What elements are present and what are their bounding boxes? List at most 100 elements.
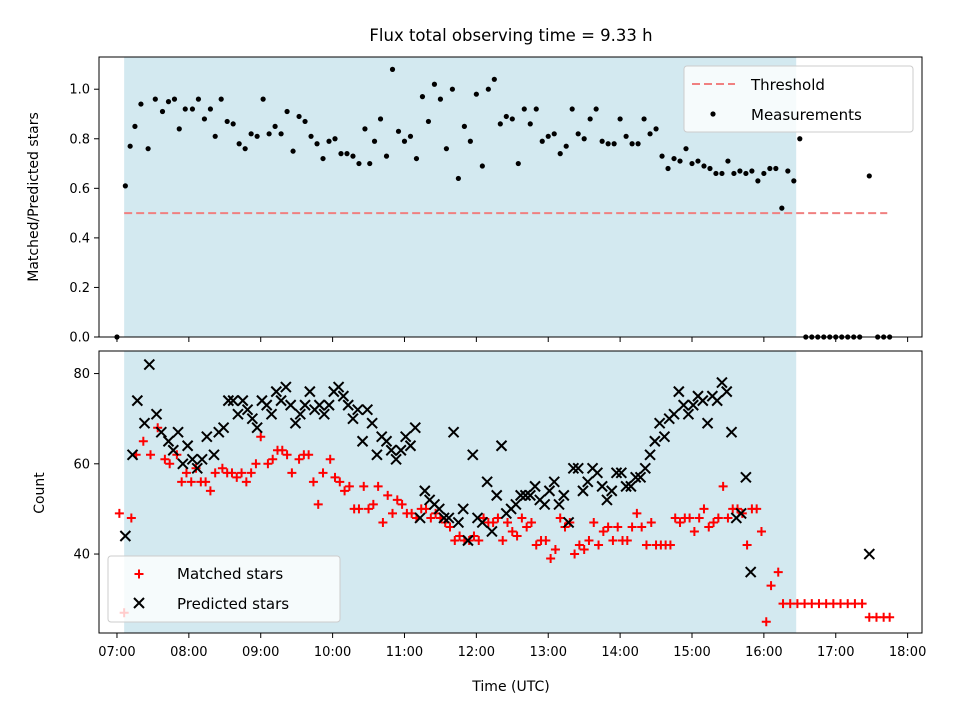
predicted-star-point	[668, 408, 680, 420]
predicted-star-point	[143, 358, 156, 371]
matched-star-point	[210, 468, 220, 478]
predicted-star-point	[452, 516, 465, 529]
predicted-star-point	[419, 485, 431, 497]
matched-star-point	[646, 517, 656, 527]
measurement-point	[527, 121, 533, 127]
axes-frame	[98, 350, 923, 634]
matched-star-point	[383, 490, 393, 500]
matched-star-point	[138, 436, 148, 446]
y-tick-label: 60	[73, 457, 90, 472]
measurement-point	[266, 131, 272, 137]
predicted-star-point	[673, 385, 685, 398]
matched-star-point	[126, 513, 136, 523]
predicted-star-point	[167, 444, 179, 456]
predicted-star-point	[606, 485, 618, 497]
predicted-star-point	[548, 476, 560, 488]
matched-star-point	[541, 536, 551, 546]
matched-star-point	[368, 499, 378, 509]
matched-star-point	[287, 468, 297, 478]
measurement-point	[132, 123, 138, 129]
predicted-star-point	[380, 435, 393, 447]
legend-threshold-label: Threshold	[750, 76, 825, 94]
predicted-star-point	[486, 525, 498, 538]
predicted-star-point	[366, 417, 378, 429]
predicted-star-point	[177, 458, 189, 470]
predicted-star-point	[716, 376, 728, 389]
measurement-point	[230, 121, 236, 127]
measurement-point	[509, 116, 515, 122]
matched-star-point	[756, 526, 766, 536]
matched-star-point	[246, 468, 256, 478]
predicted-star-point	[299, 399, 311, 411]
matched-star-point	[294, 454, 304, 464]
measurement-point	[419, 94, 426, 100]
measurement-point	[767, 165, 773, 172]
matched-star-point	[426, 513, 436, 523]
measurement-point	[195, 96, 202, 102]
matched-star-point	[857, 599, 867, 609]
measurement-point	[605, 141, 611, 147]
predicted-star-point	[510, 498, 522, 511]
measurement-point	[122, 183, 128, 189]
measurement-point	[302, 118, 308, 125]
measurement-point	[515, 160, 521, 167]
predicted-star-point	[347, 412, 359, 425]
predicted-star-point	[711, 394, 723, 407]
measurement-point	[551, 131, 557, 137]
x-tick-label: 18:00	[889, 645, 926, 660]
predicted-star-point	[246, 412, 259, 425]
matched-star-point	[232, 472, 242, 482]
matched-star-point	[268, 454, 278, 464]
predicted-star-point	[241, 403, 254, 416]
measurement-point	[599, 138, 605, 144]
measurement-point	[431, 81, 438, 87]
predicted-star-point	[572, 462, 584, 475]
y-tick-label: 0.2	[69, 281, 90, 296]
matched-star-point	[340, 486, 350, 496]
matched-star-point	[579, 545, 589, 555]
predicted-star-point	[181, 440, 194, 452]
x-tick-label: 08:00	[170, 645, 207, 660]
predicted-star-point	[438, 512, 450, 524]
matched-star-point	[594, 540, 604, 550]
predicted-star-point	[352, 403, 364, 416]
predicted-star-point	[682, 408, 695, 420]
predicted-star-point	[721, 385, 733, 398]
predicted-star-point	[596, 480, 608, 493]
matched-star-point	[526, 517, 536, 527]
measurement-point	[641, 116, 647, 122]
matched-star-point	[598, 526, 608, 536]
predicted-star-point	[138, 417, 151, 429]
predicted-star-point	[744, 566, 757, 578]
measurement-point	[473, 91, 479, 97]
predicted-star-point	[237, 394, 249, 407]
measurement-point	[278, 131, 284, 137]
matched-star-point	[488, 517, 498, 527]
measurement-point	[593, 106, 599, 112]
predicted-star-point	[529, 480, 541, 493]
predicted-star-point	[591, 467, 604, 479]
predicted-star-point	[615, 467, 628, 479]
top-panel: 0.0 0.2 0.4 0.6 0.8 1.0 Flux total observing …	[26, 26, 923, 346]
matched-star-point	[373, 481, 383, 491]
matched-star-point	[241, 477, 251, 487]
predicted-star-point	[342, 399, 354, 411]
y-tick-label: 0.0	[69, 331, 90, 346]
matched-star-point	[608, 536, 618, 546]
bottom-panel-markers	[114, 358, 895, 627]
predicted-star-point	[294, 408, 306, 420]
predicted-star-point	[196, 453, 208, 465]
measurement-point	[371, 138, 378, 144]
measurement-point	[165, 99, 172, 105]
predicted-star-point	[677, 399, 690, 411]
measurement-point	[761, 170, 767, 177]
predicted-star-point	[275, 394, 287, 407]
matched-star-point	[388, 508, 398, 518]
measurement-point	[689, 160, 695, 167]
predicted-star-point	[701, 417, 714, 429]
predicted-star-point	[625, 480, 637, 493]
predicted-star-point	[697, 394, 709, 407]
predicted-star-point	[629, 471, 642, 484]
measurement-point	[749, 168, 755, 174]
measurement-point	[773, 165, 779, 172]
